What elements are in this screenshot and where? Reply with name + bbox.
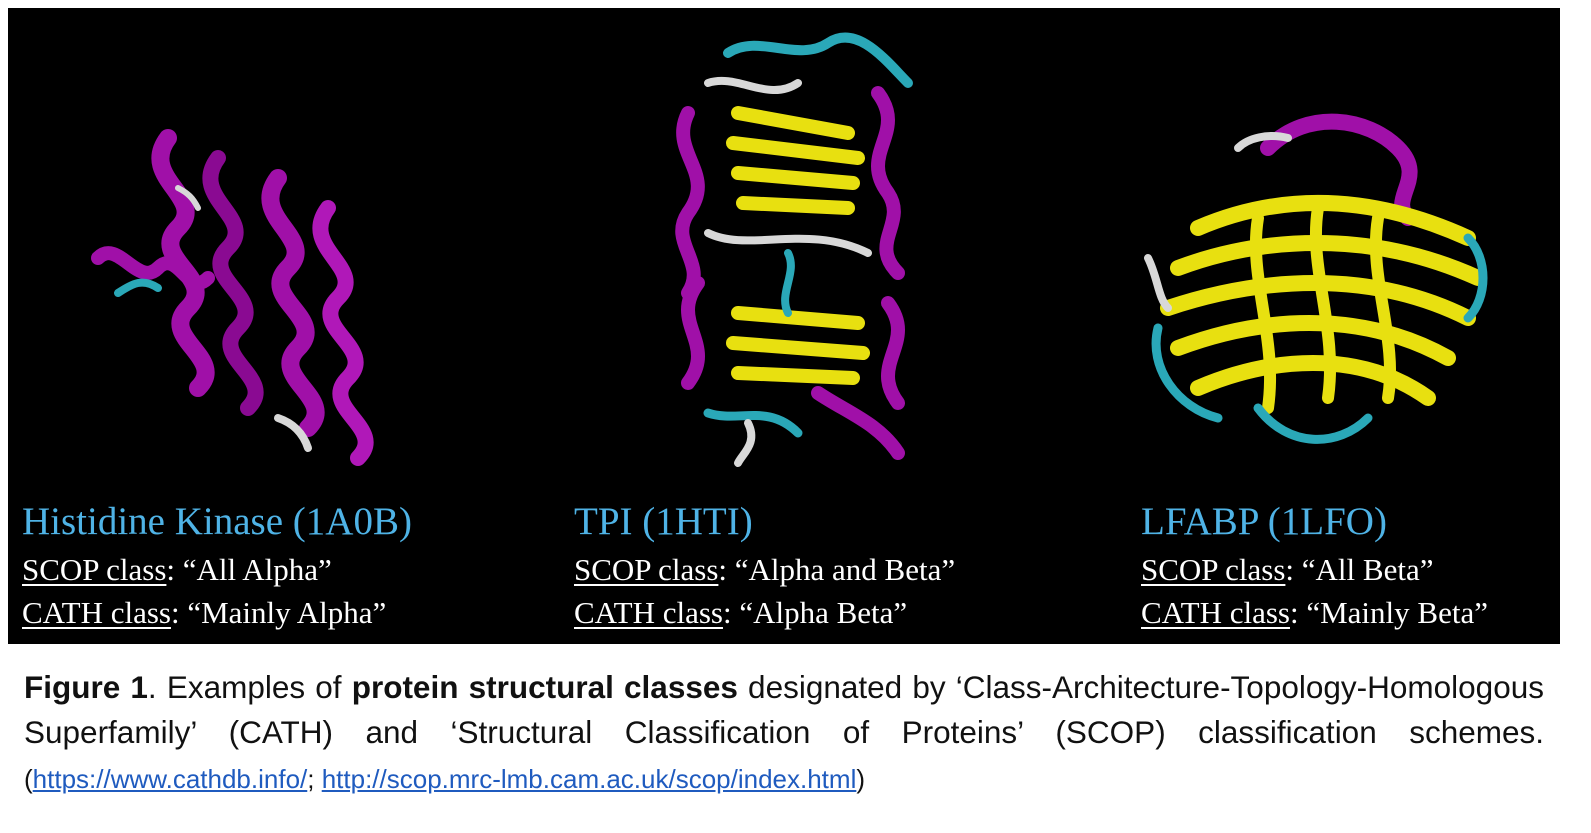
paren-close: ) bbox=[856, 764, 866, 794]
caption-text-1: . Examples of bbox=[147, 669, 352, 705]
figure-label: Figure 1 bbox=[24, 669, 148, 705]
scop-class-value: “Alpha and Beta” bbox=[734, 552, 956, 587]
protein-name: TPI (1HTI) bbox=[574, 500, 753, 543]
link-separator: ; bbox=[307, 764, 322, 794]
scop-link[interactable]: http://scop.mrc-lmb.cam.ac.uk/scop/index… bbox=[321, 764, 857, 794]
cath-class-value: “Mainly Alpha” bbox=[187, 595, 387, 630]
tpi-structure-image bbox=[648, 23, 948, 473]
scop-class-key: SCOP class bbox=[1141, 552, 1286, 587]
figure-caption: Figure 1. Examples of protein structural… bbox=[24, 665, 1544, 802]
scop-class-value: “All Alpha” bbox=[182, 552, 332, 587]
figure-panel: Histidine Kinase (1A0B) SCOP class: “All… bbox=[8, 8, 1560, 644]
protein-label-2: TPI (1HTI) SCOP class: “Alpha and Beta” … bbox=[574, 496, 955, 634]
cath-class-value: “Alpha Beta” bbox=[739, 595, 908, 630]
histidine-kinase-structure-image bbox=[78, 118, 448, 478]
cath-class-line: CATH class: “Alpha Beta” bbox=[574, 595, 908, 630]
protein-label-1: Histidine Kinase (1A0B) SCOP class: “All… bbox=[22, 496, 412, 634]
cath-class-key: CATH class bbox=[1141, 595, 1290, 630]
cath-link[interactable]: https://www.cathdb.info/ bbox=[32, 764, 308, 794]
protein-name: Histidine Kinase (1A0B) bbox=[22, 500, 412, 543]
scop-class-line: SCOP class: “All Alpha” bbox=[22, 552, 332, 587]
paren-open: ( bbox=[24, 764, 33, 794]
caption-text-2: designated by ‘Class-Architecture-Topolo… bbox=[24, 669, 1544, 750]
cath-class-line: CATH class: “Mainly Beta” bbox=[1141, 595, 1488, 630]
scop-class-key: SCOP class bbox=[574, 552, 719, 587]
cath-class-key: CATH class bbox=[574, 595, 723, 630]
cath-class-value: “Mainly Beta” bbox=[1306, 595, 1488, 630]
protein-name: LFABP (1LFO) bbox=[1141, 500, 1387, 543]
caption-references: (https://www.cathdb.info/; http://scop.m… bbox=[24, 764, 865, 794]
cath-class-key: CATH class bbox=[22, 595, 171, 630]
scop-class-value: “All Beta” bbox=[1301, 552, 1434, 587]
protein-label-3: LFABP (1LFO) SCOP class: “All Beta” CATH… bbox=[1141, 496, 1488, 634]
cath-class-line: CATH class: “Mainly Alpha” bbox=[22, 595, 387, 630]
caption-bold-phrase: protein structural classes bbox=[351, 669, 738, 705]
lfabp-structure-image bbox=[1138, 108, 1498, 468]
scop-class-line: SCOP class: “Alpha and Beta” bbox=[574, 552, 956, 587]
scop-class-key: SCOP class bbox=[22, 552, 167, 587]
scop-class-line: SCOP class: “All Beta” bbox=[1141, 552, 1434, 587]
